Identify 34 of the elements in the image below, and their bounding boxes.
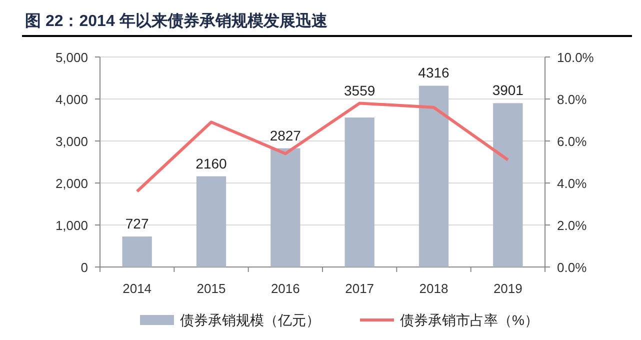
chart-title: 图 22：2014 年以来债券承销规模发展迅速 (25, 12, 328, 30)
bar (344, 118, 374, 267)
x-tick-label: 2014 (122, 281, 152, 296)
y-tick-label: 0 (80, 260, 88, 275)
data-label: 2160 (196, 155, 228, 172)
y-tick-label: 3,000 (55, 134, 88, 149)
bar (493, 103, 523, 267)
y-tick-label: 5,000 (55, 50, 88, 65)
data-label: 3559 (344, 82, 376, 99)
y-tick-label: 2,000 (55, 176, 88, 191)
x-tick-label: 2019 (493, 281, 522, 296)
bar (196, 176, 226, 267)
y2-tick-label: 8.0% (557, 92, 588, 107)
y-tick-label: 1,000 (55, 218, 88, 233)
x-tick-label: 2016 (270, 281, 300, 296)
y2-tick-label: 2.0% (557, 218, 588, 233)
bar (418, 86, 449, 267)
data-label: 3901 (492, 82, 524, 98)
x-tick-label: 2015 (196, 281, 226, 296)
x-tick-label: 2018 (419, 281, 448, 296)
data-label: 727 (125, 215, 149, 232)
data-label: 4316 (418, 64, 450, 81)
data-label: 2827 (270, 127, 302, 144)
y2-tick-label: 0.0% (557, 260, 588, 275)
y2-tick-label: 6.0% (557, 134, 588, 149)
legend-label: 债券承销规模（亿元） (180, 312, 320, 328)
line-series (136, 102, 510, 193)
bar (270, 148, 300, 267)
bar (122, 236, 152, 267)
x-tick-label: 2017 (345, 281, 374, 296)
y-tick-label: 4,000 (55, 92, 88, 107)
y2-tick-label: 10.0% (557, 50, 594, 65)
y2-tick-label: 4.0% (557, 176, 588, 191)
legend-label: 债券承销市占率（%） (400, 312, 538, 328)
